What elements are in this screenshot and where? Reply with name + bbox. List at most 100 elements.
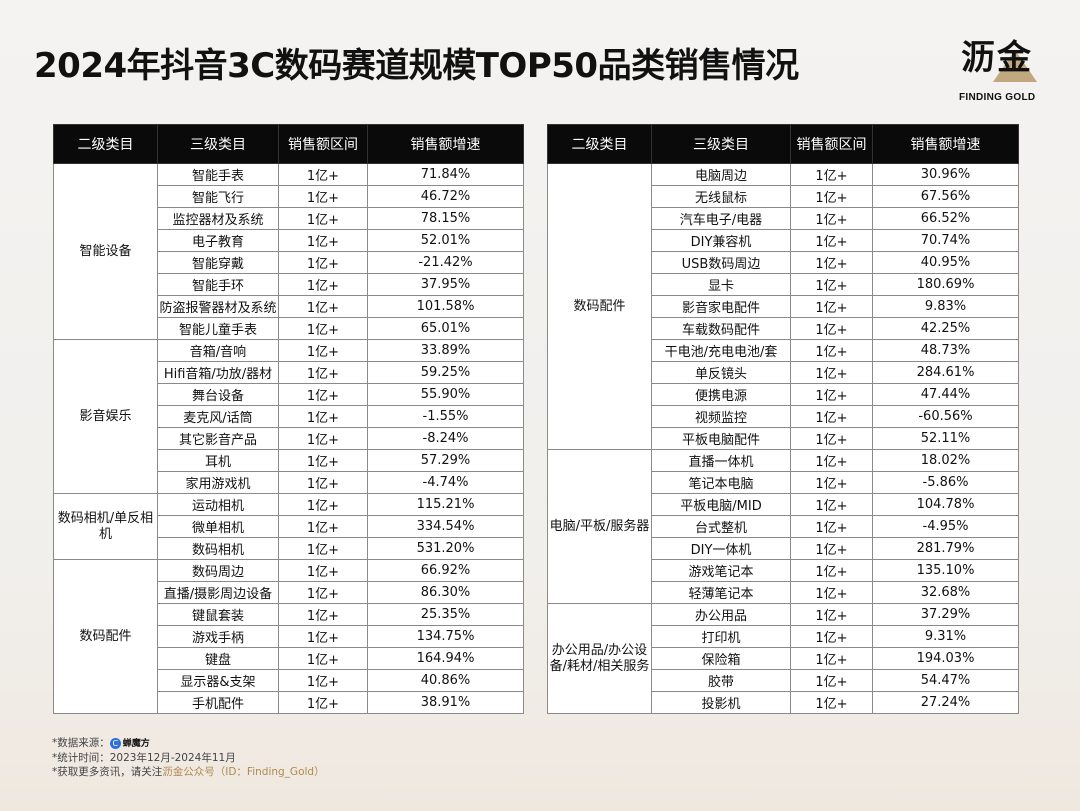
table-row: 保险箱 1亿+ 194.03%: [548, 647, 1019, 670]
category-cell: 家用游戏机: [157, 471, 279, 494]
growth-cell: 18.02%: [872, 449, 1019, 472]
growth-cell: 115.21%: [367, 493, 524, 516]
sales-range-cell: 1亿+: [790, 515, 873, 538]
category-cell: 单反镜头: [651, 361, 791, 384]
category-cell: USB数码周边: [651, 251, 791, 274]
growth-cell: 9.31%: [872, 625, 1019, 648]
table-row: 手机配件 1亿+ 38.91%: [54, 691, 524, 714]
category-cell: 电脑周边: [651, 163, 791, 186]
logo-triangle-icon: [993, 50, 1037, 82]
category-cell: 干电池/充电电池/套: [651, 339, 791, 362]
growth-cell: -8.24%: [367, 427, 524, 450]
sales-range-cell: 1亿+: [790, 207, 873, 230]
growth-cell: 194.03%: [872, 647, 1019, 670]
table-row: 打印机 1亿+ 9.31%: [548, 625, 1019, 648]
left-table: 二级类目 三级类目 销售额区间 销售额增速 智能设备 智能手表 1亿+ 71.84% 智…: [53, 124, 524, 714]
sales-range-cell: 1亿+: [278, 537, 368, 560]
group-cell: 数码配件: [547, 163, 652, 450]
growth-cell: 65.01%: [367, 317, 524, 340]
table-row: 笔记本电脑 1亿+ -5.86%: [548, 471, 1019, 494]
sales-range-cell: 1亿+: [278, 339, 368, 362]
growth-cell: 71.84%: [367, 163, 524, 186]
category-cell: 手机配件: [157, 691, 279, 714]
sales-range-cell: 1亿+: [790, 427, 873, 450]
sales-range-cell: 1亿+: [790, 449, 873, 472]
table-row: 监控器材及系统 1亿+ 78.15%: [54, 207, 524, 230]
growth-cell: 9.83%: [872, 295, 1019, 318]
category-cell: 直播一体机: [651, 449, 791, 472]
footer-more-highlight: 沥金公众号（ID：Finding_Gold）: [162, 766, 325, 778]
category-cell: 防盗报警器材及系统: [157, 295, 279, 318]
category-cell: 游戏笔记本: [651, 559, 791, 582]
growth-cell: -60.56%: [872, 405, 1019, 428]
source-label: *数据来源：: [52, 737, 110, 749]
growth-cell: 37.95%: [367, 273, 524, 296]
sales-range-cell: 1亿+: [278, 185, 368, 208]
growth-cell: 66.52%: [872, 207, 1019, 230]
growth-cell: 66.92%: [367, 559, 524, 582]
growth-cell: 54.47%: [872, 669, 1019, 692]
sales-range-cell: 1亿+: [278, 449, 368, 472]
growth-cell: 32.68%: [872, 581, 1019, 604]
category-cell: 音箱/音响: [157, 339, 279, 362]
sales-range-cell: 1亿+: [278, 427, 368, 450]
growth-cell: -21.42%: [367, 251, 524, 274]
sales-range-cell: 1亿+: [278, 361, 368, 384]
table-row: 电脑/平板/服务器 直播一体机 1亿+ 18.02%: [547, 449, 1019, 604]
sales-range-cell: 1亿+: [790, 581, 873, 604]
table-header-row: 二级类目 三级类目 销售额区间 销售额增速: [547, 124, 1019, 164]
logo-text-cn: 沥金: [961, 38, 1033, 78]
category-cell: 投影机: [651, 691, 791, 714]
sales-range-cell: 1亿+: [278, 405, 368, 428]
table-row: 智能手环 1亿+ 37.95%: [54, 273, 524, 296]
table-row: 单反镜头 1亿+ 284.61%: [548, 361, 1019, 384]
growth-cell: -5.86%: [872, 471, 1019, 494]
growth-cell: 78.15%: [367, 207, 524, 230]
category-cell: 运动相机: [157, 493, 279, 516]
growth-cell: 101.58%: [367, 295, 524, 318]
sales-range-cell: 1亿+: [278, 295, 368, 318]
sales-range-cell: 1亿+: [790, 273, 873, 296]
right-table: 二级类目 三级类目 销售额区间 销售额增速 数码配件 电脑周边 1亿+ 30.96% 无…: [547, 124, 1019, 714]
growth-cell: 52.01%: [367, 229, 524, 252]
category-cell: 胶带: [651, 669, 791, 692]
growth-cell: 25.35%: [367, 603, 524, 626]
growth-cell: 27.24%: [872, 691, 1019, 714]
table-row: 舞台设备 1亿+ 55.90%: [54, 383, 524, 406]
header-sales-range: 销售额区间: [790, 124, 873, 164]
category-cell: 显示器&支架: [157, 669, 279, 692]
category-cell: 显卡: [651, 273, 791, 296]
growth-cell: -4.95%: [872, 515, 1019, 538]
sales-range-cell: 1亿+: [790, 295, 873, 318]
table-row: 办公用品/办公设备/耗材/相关服务 办公用品 1亿+ 37.29%: [547, 603, 1019, 714]
table-row: 影音家电配件 1亿+ 9.83%: [548, 295, 1019, 318]
group-cell: 影音娱乐: [53, 339, 158, 494]
table-row: 投影机 1亿+ 27.24%: [548, 691, 1019, 714]
category-cell: Hifi音箱/功放/器材: [157, 361, 279, 384]
sales-range-cell: 1亿+: [790, 383, 873, 406]
sales-range-cell: 1亿+: [278, 581, 368, 604]
table-row: 胶带 1亿+ 54.47%: [548, 669, 1019, 692]
sales-range-cell: 1亿+: [278, 603, 368, 626]
category-cell: 键盘: [157, 647, 279, 670]
category-cell: DIY一体机: [651, 537, 791, 560]
footer-time: *统计时间：2023年12月-2024年11月: [52, 752, 236, 764]
growth-cell: 531.20%: [367, 537, 524, 560]
sales-range-cell: 1亿+: [278, 229, 368, 252]
footer-notes: *数据来源： C 蝉魔方 *统计时间：2023年12月-2024年11月 *获取更多…: [52, 736, 325, 779]
table-row: DIY一体机 1亿+ 281.79%: [548, 537, 1019, 560]
category-cell: 平板电脑/MID: [651, 493, 791, 516]
growth-cell: 30.96%: [872, 163, 1019, 186]
table-row: USB数码周边 1亿+ 40.95%: [548, 251, 1019, 274]
category-cell: 平板电脑配件: [651, 427, 791, 450]
growth-cell: -4.74%: [367, 471, 524, 494]
category-cell: 智能穿戴: [157, 251, 279, 274]
group-cell: 办公用品/办公设备/耗材/相关服务: [547, 603, 652, 714]
growth-cell: 67.56%: [872, 185, 1019, 208]
table-row: 数码配件 数码周边 1亿+ 66.92%: [53, 559, 524, 714]
sales-range-cell: 1亿+: [278, 493, 368, 516]
sales-range-cell: 1亿+: [278, 163, 368, 186]
sales-range-cell: 1亿+: [790, 669, 873, 692]
sales-range-cell: 1亿+: [278, 251, 368, 274]
sales-range-cell: 1亿+: [790, 471, 873, 494]
